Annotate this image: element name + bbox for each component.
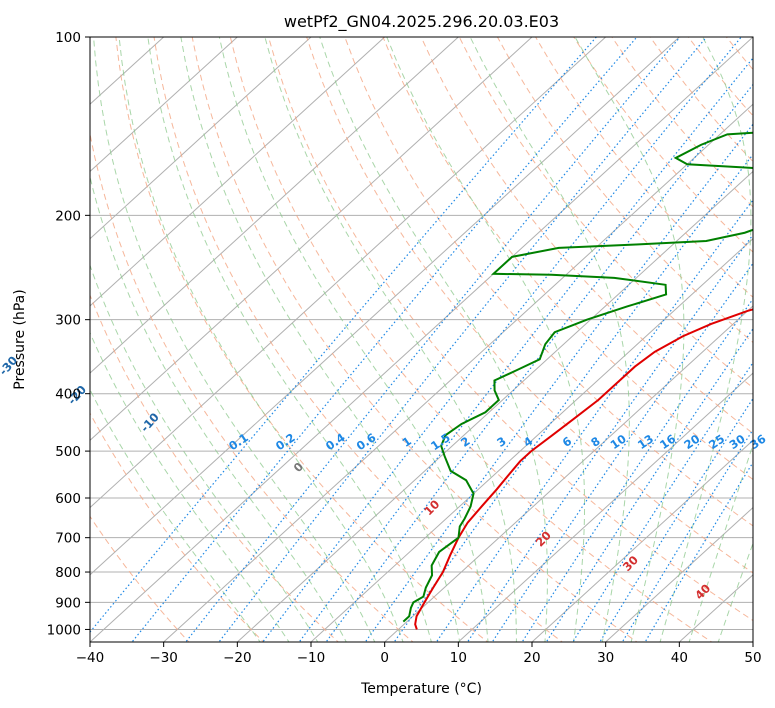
moist-adiabat-line — [469, 37, 630, 642]
moist-adiabat-line — [147, 37, 432, 642]
moist-adiabat-line — [90, 331, 290, 642]
moist-adiabat-line — [688, 442, 753, 642]
isotherm-line — [605, 506, 753, 642]
axes: −40 −30 −20 −10 0 10 20 30 40 50 100 200 300 400 500 60… — [47, 30, 762, 666]
dry-adiabat-line — [458, 37, 753, 389]
y-tick-label: 600 — [55, 491, 81, 507]
moist-adiabat-line — [218, 37, 489, 642]
isotherm-line — [90, 37, 680, 576]
dry-adiabat-line — [268, 37, 753, 622]
mixing-ratio-line — [131, 37, 638, 642]
isotherm-line — [90, 37, 386, 307]
dry-adiabat-line — [420, 37, 753, 435]
y-axis-label: Pressure (hPa) — [12, 289, 28, 389]
moist-adiabat-line — [319, 37, 548, 642]
plot-frame — [89, 36, 754, 643]
mixing-ratio-line — [364, 123, 753, 642]
moist-adiabat-line — [180, 37, 461, 642]
dry-adiabat-line — [229, 37, 713, 642]
x-tick-label: −40 — [76, 650, 105, 666]
background-lines — [90, 37, 753, 642]
isotherm-line — [90, 37, 753, 642]
mixing-ratio-line — [521, 297, 753, 642]
moist-adiabat-line — [659, 37, 752, 642]
mixing-ratio-line — [644, 461, 753, 642]
isotherm-line — [457, 372, 753, 642]
mixing-ratio-line — [621, 428, 753, 642]
mixing-ratio-line — [185, 37, 681, 642]
dry-adiabat-line — [344, 37, 753, 527]
dry-adiabat-line — [382, 37, 753, 481]
dry-adiabat-line — [90, 293, 339, 642]
chart-title: wetPf2_GN04.2025.296.20.03.E03 — [284, 12, 559, 32]
moist-adiabat-line — [93, 37, 376, 642]
isotherm-line — [90, 37, 238, 173]
x-axis-label: Temperature (°C) — [360, 681, 482, 697]
mixing-ratio-line — [298, 57, 753, 642]
y-tick-label: 900 — [55, 595, 81, 611]
moist-adiabat-line — [386, 37, 586, 642]
x-tick-label: 30 — [597, 650, 614, 666]
dry-adiabat-line — [306, 37, 753, 574]
isotherm-line — [236, 170, 753, 642]
x-tick-label: −10 — [297, 650, 326, 666]
isotherm-line — [90, 37, 607, 509]
mixing-ratio-line — [599, 397, 753, 642]
sounding-line — [402, 131, 753, 623]
dry-adiabat-line — [191, 37, 638, 642]
isotherm-line — [90, 37, 533, 442]
mixing-ratio-line — [90, 37, 597, 634]
dry-adiabat-line — [153, 37, 564, 642]
dry-adiabat-line — [115, 37, 489, 642]
y-tick-label: 300 — [55, 313, 81, 329]
y-tick-label: 700 — [55, 531, 81, 547]
dry-adiabat-line — [497, 37, 753, 344]
dry-adiabat-line — [90, 131, 414, 642]
y-tick-label: 100 — [55, 30, 81, 46]
y-tick-label: 400 — [55, 387, 81, 403]
y-tick-label: 200 — [55, 208, 81, 224]
moist-adiabat-line — [264, 37, 517, 642]
mixing-ratio-line — [218, 37, 707, 642]
x-tick-label: 40 — [671, 650, 688, 666]
mixing-ratio-line — [466, 233, 753, 642]
isotherm-line — [531, 439, 753, 642]
x-tick-label: −20 — [223, 650, 252, 666]
x-tick-label: 0 — [380, 650, 389, 666]
moist-adiabat-line — [574, 37, 685, 642]
mixing-ratio-line — [325, 83, 753, 642]
x-tick-label: 20 — [523, 650, 540, 666]
isotherm-line — [90, 37, 312, 240]
y-tick-label: 1000 — [47, 622, 81, 638]
x-tick-label: 50 — [744, 650, 761, 666]
mixing-ratio-line — [435, 198, 753, 642]
isotherm-line — [90, 37, 459, 374]
moist-adiabat-line — [118, 37, 404, 642]
sounding-line — [414, 308, 753, 630]
moist-adiabat-line — [717, 541, 753, 642]
mixing-ratio-line — [262, 37, 742, 642]
dry-adiabat-line — [535, 37, 753, 298]
isotherm-line — [384, 305, 753, 642]
y-tick-label: 500 — [55, 444, 81, 460]
dry-adiabat-line — [90, 412, 265, 642]
sounding-traces — [402, 131, 753, 630]
x-tick-label: 10 — [450, 650, 467, 666]
mixing-ratio-line — [545, 327, 753, 642]
y-tick-label: 800 — [55, 565, 81, 581]
moist-adiabat-line — [90, 388, 261, 642]
x-tick-label: −30 — [149, 650, 178, 666]
